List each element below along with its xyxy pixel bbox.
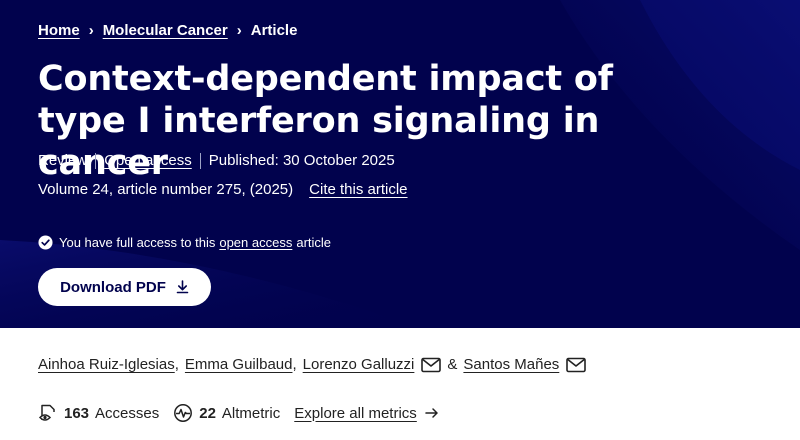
altmetric-icon [174,404,193,422]
altmetric-label: Altmetric [221,404,281,422]
author-link[interactable]: Ainhoa Ruiz-Iglesias [38,356,175,373]
open-access-link[interactable]: Open access [104,152,192,169]
author-ampersand: & [447,356,458,373]
download-icon [176,280,189,294]
accesses-label: Accesses [95,404,160,422]
accesses-metric: 163 Accesses [38,403,159,423]
breadcrumb: Home › Molecular Cancer › Article [38,22,297,39]
published-date: Published: 30 October 2025 [208,152,395,169]
meta-divider [95,152,97,169]
breadcrumb-home-link[interactable]: Home [38,22,80,39]
check-circle-icon [38,235,53,250]
author-link[interactable]: Emma Guilbaud [184,356,293,373]
access-open-access-link[interactable]: open access [219,235,293,250]
explore-metrics-link[interactable]: Explore all metrics [294,405,439,422]
arrow-right-icon [425,408,438,418]
email-icon[interactable] [566,357,587,373]
volume-text: Volume 24, article number 275, (2025) [38,181,294,198]
article-type: Review [38,152,88,169]
author-link[interactable]: Santos Mañes [463,356,560,373]
volume-info: Volume 24, article number 275, (2025) Ci… [38,181,408,198]
altmetric-metric: 22 Altmetric [173,403,280,423]
access-notice: You have full access to this open access… [38,235,331,250]
download-pdf-button[interactable]: Download PDF [38,268,211,306]
accesses-count: 163 [64,404,90,422]
access-suffix: article [296,235,332,250]
breadcrumb-current: Article [250,22,298,39]
meta-divider [199,152,201,169]
breadcrumb-separator: › [236,22,242,39]
cite-article-link[interactable]: Cite this article [309,181,408,198]
article-meta: Review Open access Published: 30 October… [38,152,395,169]
breadcrumb-journal-link[interactable]: Molecular Cancer [102,22,228,39]
article-header: Home › Molecular Cancer › Article Contex… [0,0,800,328]
altmetric-count: 22 [199,404,216,422]
header-background-graphic [0,0,800,328]
article-metrics: 163 Accesses 22 Altmetric Explore all me… [38,403,439,423]
article-title: Context-dependent impact of type I inter… [38,59,613,183]
author-separator: , [292,356,297,373]
email-icon[interactable] [421,357,442,373]
access-prefix: You have full access to this [59,235,216,250]
explore-metrics-label: Explore all metrics [294,404,417,422]
download-pdf-label: Download PDF [60,278,166,296]
author-list: Ainhoa Ruiz-Iglesias , Emma Guilbaud , L… [38,356,592,373]
author-separator: , [174,356,179,373]
eye-document-icon [38,404,55,421]
breadcrumb-separator: › [88,22,94,39]
author-link[interactable]: Lorenzo Galluzzi [302,356,415,373]
